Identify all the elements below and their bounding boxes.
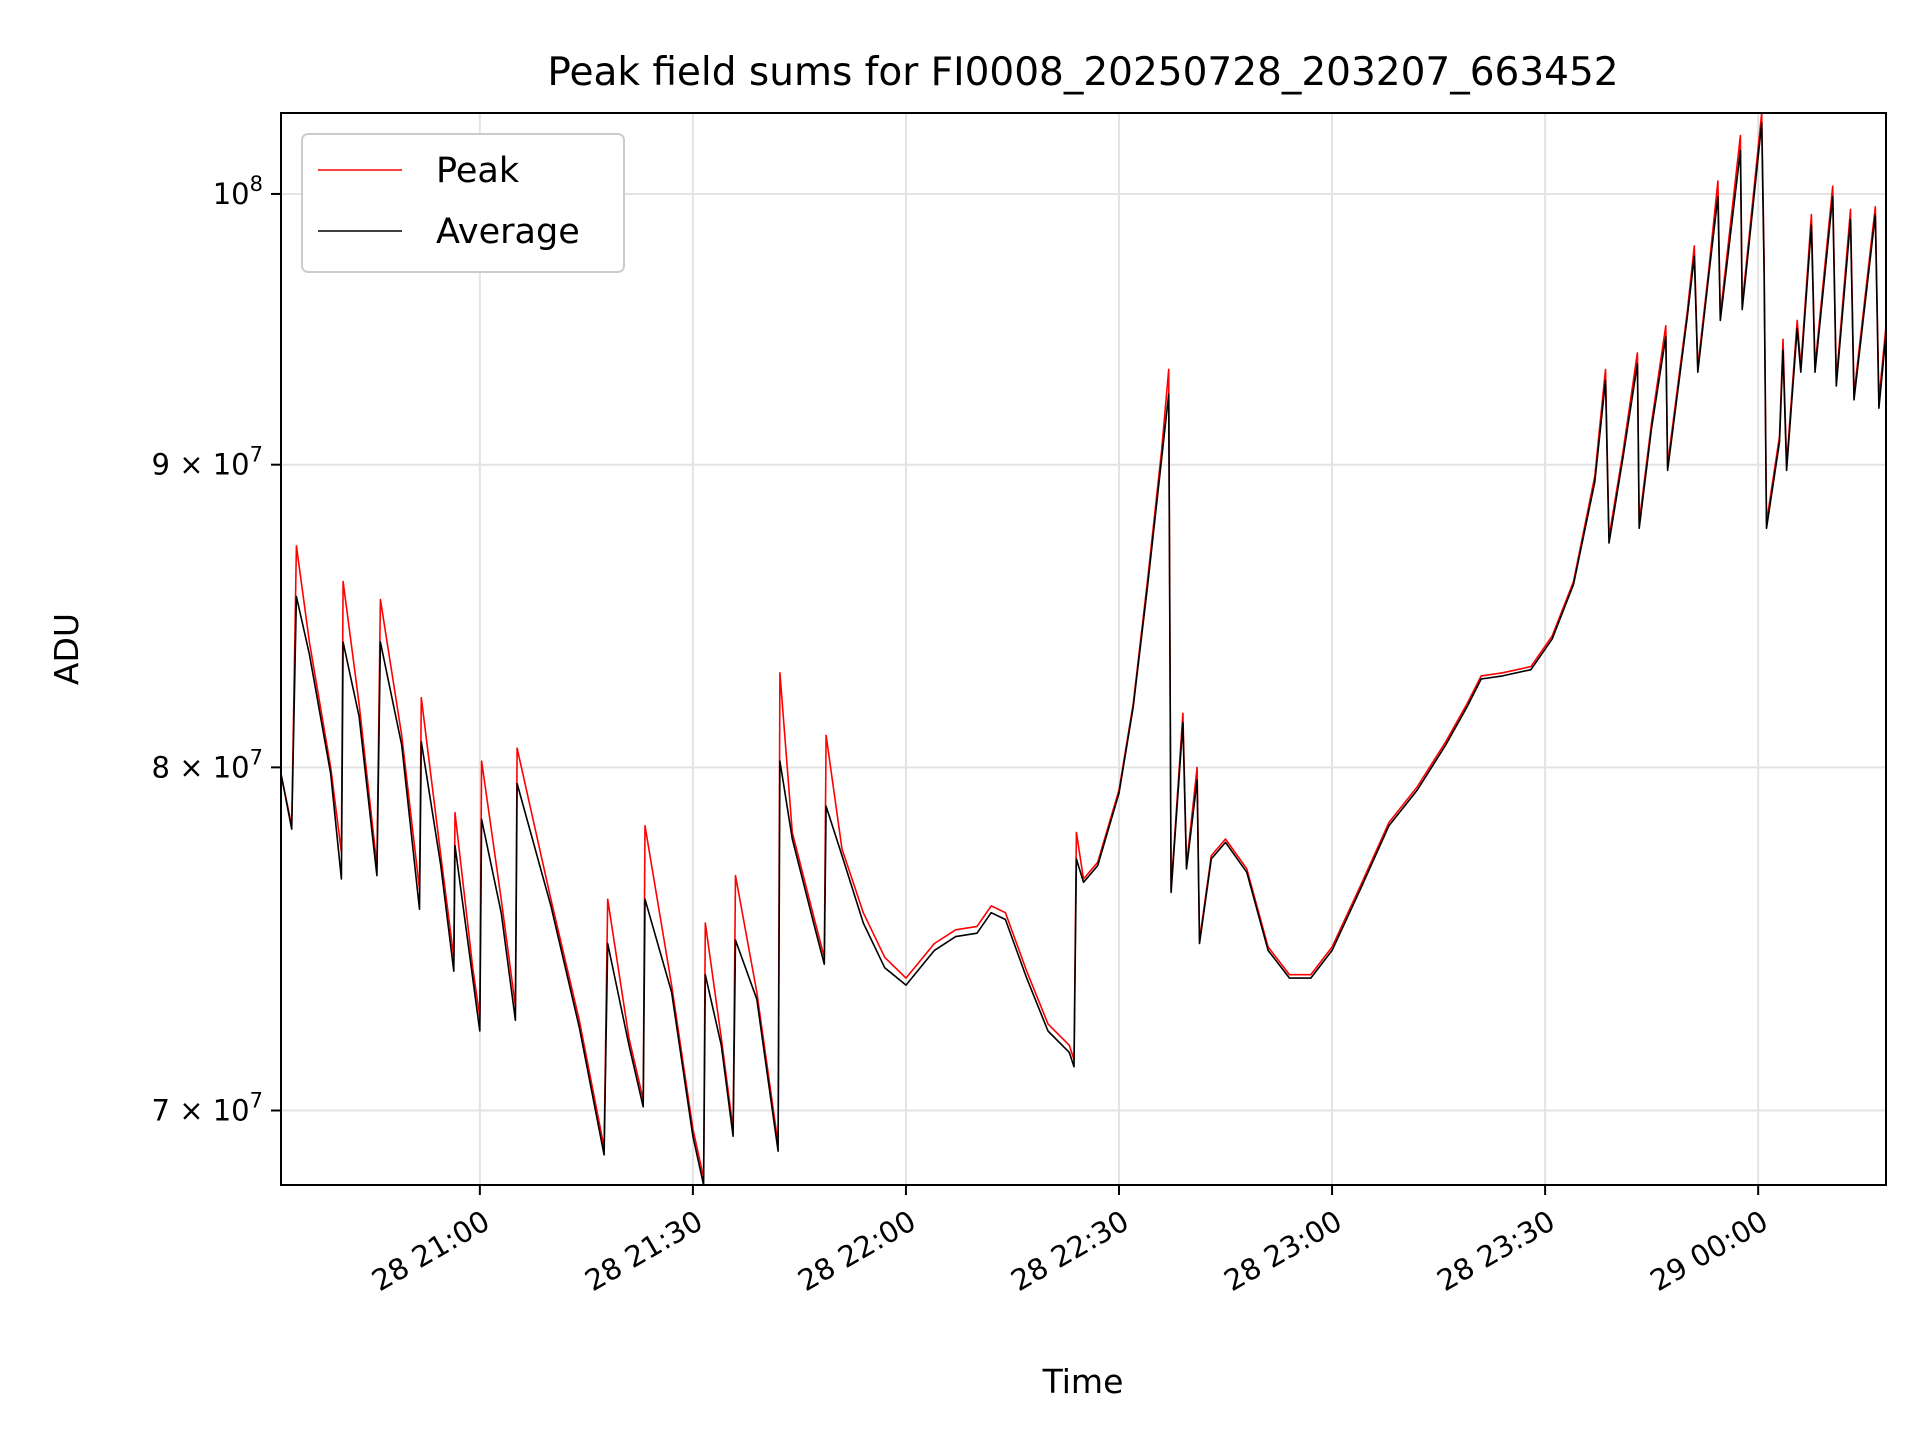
y-tick-label: 7 × 107 <box>152 1089 263 1128</box>
series-line-average <box>281 122 1886 1185</box>
y-tick-mantissa: 7 × 10 <box>152 1094 250 1128</box>
y-tick-mantissa: 8 × 10 <box>152 750 250 784</box>
y-tick-mantissa: 10 <box>213 177 250 211</box>
x-tick-label: 28 22:00 <box>792 1204 921 1298</box>
grid <box>281 113 1886 1185</box>
y-axis-title: ADU <box>47 613 86 685</box>
x-tick-label: 28 23:30 <box>1431 1204 1560 1298</box>
y-tick-label: 108 <box>213 172 263 211</box>
legend: Peak Average <box>301 133 625 273</box>
legend-box <box>301 133 625 273</box>
x-tick-label: 28 21:00 <box>366 1204 495 1298</box>
chart-title: Peak field sums for FI0008_20250728_2032… <box>547 50 1618 95</box>
y-tick-exponent: 8 <box>250 172 263 196</box>
legend-label-peak: Peak <box>436 151 520 191</box>
plot-frame <box>280 112 1887 1186</box>
y-tick-label: 9 × 107 <box>152 443 263 482</box>
legend-label-average: Average <box>436 212 580 252</box>
x-axis-title: Time <box>1042 1362 1124 1401</box>
x-tick-label: 29 00:00 <box>1644 1204 1773 1298</box>
y-tick-exponent: 7 <box>250 443 263 467</box>
axis-ticks: 28 21:00 28 21:30 28 22:00 28 22:30 28 23:00… <box>152 172 1774 1298</box>
x-tick-label: 28 23:00 <box>1218 1204 1347 1298</box>
y-tick-exponent: 7 <box>250 1089 263 1113</box>
y-tick-exponent: 7 <box>250 745 263 769</box>
y-tick-mantissa: 9 × 10 <box>152 448 250 482</box>
x-tick-label: 28 22:30 <box>1005 1204 1134 1298</box>
series-lines <box>281 113 1886 1185</box>
x-tick-label: 28 21:30 <box>579 1204 708 1298</box>
y-tick-label: 8 × 107 <box>152 745 263 784</box>
